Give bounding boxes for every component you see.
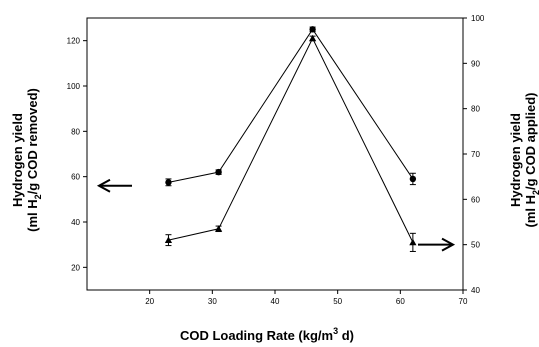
x-tick-label: 40 — [271, 297, 280, 306]
y-right-tick-label: 70 — [471, 150, 480, 159]
x-tick-label: 20 — [145, 297, 154, 306]
y-left-title-line2: (ml H2/g COD removed) — [25, 88, 43, 232]
x-tick-label: 50 — [333, 297, 342, 306]
y-left-title-pre: (ml H — [25, 199, 40, 232]
y-left-axis-title: Hydrogen yield (ml H2/g COD removed) — [10, 88, 43, 232]
y-left-ticks: 20 40 60 80 100 120 — [67, 37, 87, 273]
y-left-title-post: /g COD removed) — [25, 88, 40, 194]
x-ticks: 20 30 40 50 60 70 — [145, 290, 468, 306]
series-1-point — [309, 26, 315, 32]
y-right-tick-label: 80 — [471, 105, 480, 114]
series-1-point — [165, 179, 171, 185]
y-right-tick-label: 50 — [471, 241, 480, 250]
y-right-title-post: /g COD applied) — [523, 92, 538, 190]
axes-frame — [87, 18, 463, 290]
y-left-title-line1: Hydrogen yield — [10, 113, 25, 207]
y-right-ticks: 40 50 60 70 80 90 100 — [463, 14, 485, 295]
y-right-tick-label: 90 — [471, 59, 480, 68]
series-2-line — [168, 38, 412, 242]
y-left-tick-label: 80 — [71, 127, 80, 136]
x-axis-title-main: COD Loading Rate (kg/m — [180, 328, 333, 343]
y-left-tick-label: 100 — [67, 82, 81, 91]
series-1-point — [410, 176, 416, 182]
plot-frame — [87, 18, 463, 290]
y-left-tick-label: 40 — [71, 218, 80, 227]
y-left-tick-label: 60 — [71, 173, 80, 182]
series-markers — [165, 26, 417, 251]
series-2-point — [409, 239, 416, 245]
y-right-title-line1: Hydrogen yield — [508, 113, 523, 207]
y-right-title-pre: (ml H — [523, 195, 538, 228]
y-left-tick-label: 120 — [67, 37, 81, 46]
y-right-axis-title: Hydrogen yield (ml H2/g COD applied) — [508, 92, 539, 227]
x-axis-title: COD Loading Rate (kg/m3 d) — [180, 326, 354, 343]
x-axis-title-tail: d) — [338, 328, 354, 343]
x-tick-label: 30 — [208, 297, 217, 306]
x-tick-label: 60 — [396, 297, 405, 306]
y-right-tick-label: 60 — [471, 195, 480, 204]
series-1-line — [168, 29, 412, 182]
y-right-tick-label: 40 — [471, 286, 480, 295]
series-lines — [168, 29, 412, 242]
y-right-title-line2: (ml H2/g COD applied) — [523, 92, 539, 227]
y-right-tick-label: 100 — [471, 14, 485, 23]
series-1-point — [215, 169, 221, 175]
x-tick-label: 70 — [459, 297, 468, 306]
y-left-tick-label: 20 — [71, 263, 80, 272]
